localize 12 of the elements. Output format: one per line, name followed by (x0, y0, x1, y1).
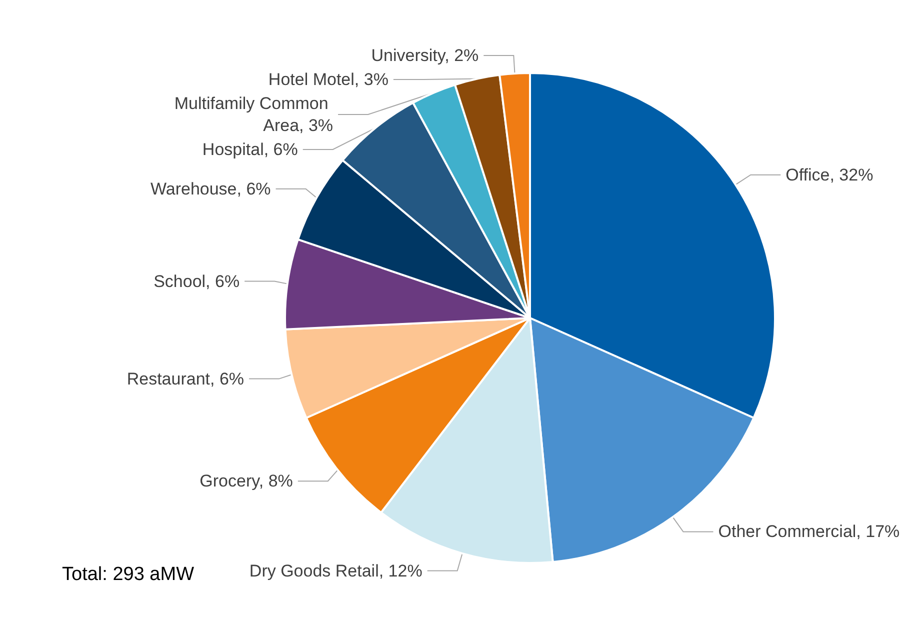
slice-label: School, 6% (154, 272, 240, 291)
slice-label: Multifamily Common Area, 3% (174, 94, 334, 136)
slice-label: Warehouse, 6% (150, 179, 271, 198)
slice-label: Restaurant, 6% (126, 369, 244, 388)
text: Total: 293 aMW (62, 564, 194, 585)
slice-label: Hospital, 6% (202, 140, 298, 160)
slice-label: Other Commercial, 17% (718, 522, 900, 542)
slice-label: Office, 32% (786, 165, 874, 184)
slice-label: University, 2% (371, 46, 479, 66)
slice-label: Hotel Motel, 3% (268, 70, 388, 90)
slice-label: Dry Goods Retail, 12% (249, 561, 422, 580)
slice-label: Grocery, 8% (200, 472, 293, 491)
